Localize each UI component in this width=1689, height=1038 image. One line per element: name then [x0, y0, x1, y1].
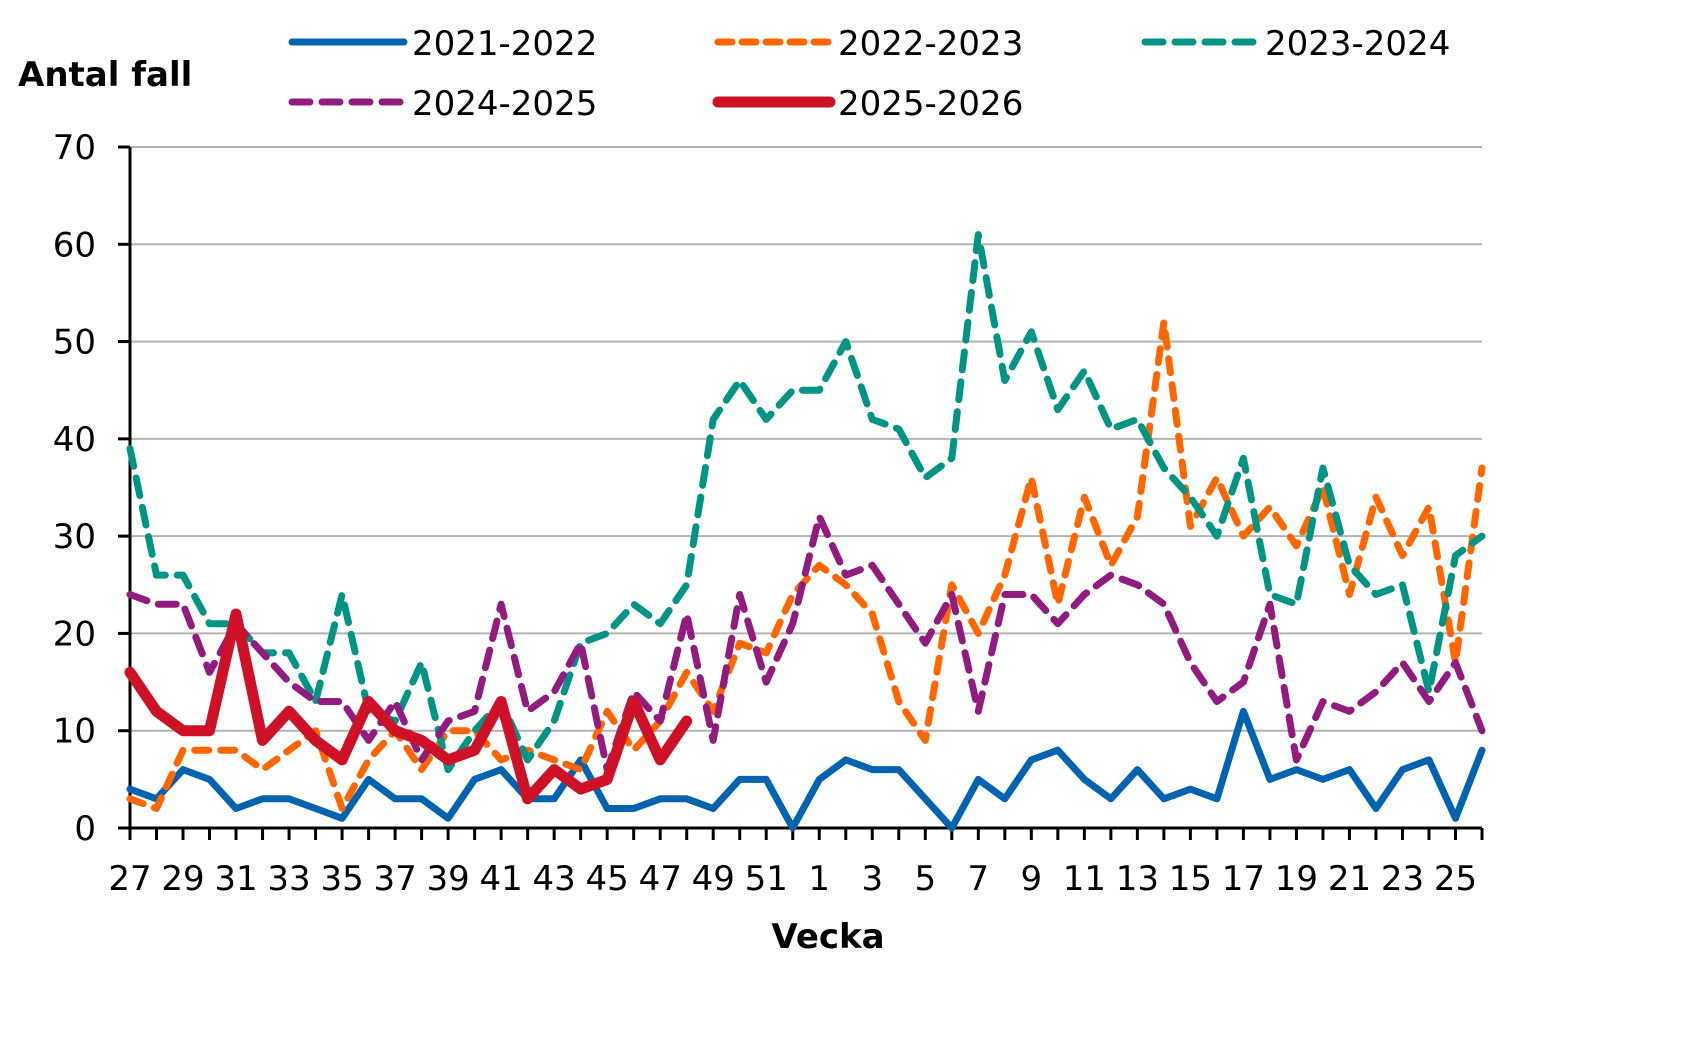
x-axis: 27 29 31 33 35 37 39 41 43 45 47 49 51 1 3 5 7 9 11 13 15 17 1…	[108, 826, 1484, 899]
x-tick-label: 7	[967, 859, 989, 899]
legend-label: 2024-2025	[412, 84, 597, 124]
x-tick-label: 33	[267, 859, 310, 899]
x-tick-label: 11	[1063, 859, 1106, 899]
y-tick-label: 20	[53, 614, 96, 654]
y-axis-title: Antal fall	[18, 55, 192, 95]
y-axis: 0 10 20 30 40 50 60 70	[53, 128, 132, 849]
x-axis-title: Vecka	[771, 917, 884, 957]
legend-label: 2023-2024	[1265, 24, 1450, 64]
x-tick-label: 23	[1381, 859, 1424, 899]
y-tick-label: 10	[53, 712, 96, 752]
legend-label: 2021-2022	[412, 24, 597, 64]
series-2021-2022	[126, 707, 1486, 832]
y-tick-label: 70	[53, 128, 96, 168]
series-2023-2024	[126, 231, 1486, 774]
legend-item: 2022-2023	[714, 24, 1023, 64]
legend: 2021-2022 2022-2023 2023-2024 2024-2025 2025…	[288, 24, 1450, 124]
series-2025-2026	[124, 608, 693, 805]
x-tick-label: 39	[426, 859, 469, 899]
x-tick-label: 35	[320, 859, 363, 899]
x-tick-label: 13	[1116, 859, 1159, 899]
x-tick-label: 45	[586, 859, 629, 899]
legend-item: 2021-2022	[288, 24, 597, 64]
x-tick-label: 37	[373, 859, 416, 899]
y-tick-label: 0	[74, 809, 96, 849]
x-tick-label: 1	[808, 859, 830, 899]
x-tick-label: 3	[861, 859, 883, 899]
x-tick-label: 29	[161, 859, 204, 899]
legend-item: 2024-2025	[288, 84, 597, 124]
legend-label: 2025-2026	[838, 84, 1023, 124]
x-tick-label: 17	[1222, 859, 1265, 899]
y-tick-label: 40	[53, 420, 96, 460]
series-lines	[124, 231, 1486, 832]
x-tick-label: 15	[1169, 859, 1212, 899]
y-tick-label: 50	[53, 323, 96, 363]
x-tick-label: 43	[533, 859, 576, 899]
legend-item: 2023-2024	[1141, 24, 1450, 64]
x-tick-label: 19	[1275, 859, 1318, 899]
y-tick-label: 30	[53, 517, 96, 557]
x-tick-label: 27	[108, 859, 151, 899]
series-2022-2023	[126, 318, 1486, 812]
x-tick-label: 5	[914, 859, 936, 899]
y-tick-label: 60	[53, 225, 96, 265]
x-tick-label: 47	[639, 859, 682, 899]
legend-item: 2025-2026	[712, 84, 1023, 124]
x-tick-label: 49	[692, 859, 735, 899]
x-tick-label: 25	[1434, 859, 1477, 899]
x-tick-label: 9	[1021, 859, 1043, 899]
x-tick-label: 41	[480, 859, 523, 899]
x-tick-label: 51	[745, 859, 788, 899]
x-tick-label: 31	[214, 859, 257, 899]
legend-label: 2022-2023	[838, 24, 1023, 64]
x-tick-label: 21	[1328, 859, 1371, 899]
